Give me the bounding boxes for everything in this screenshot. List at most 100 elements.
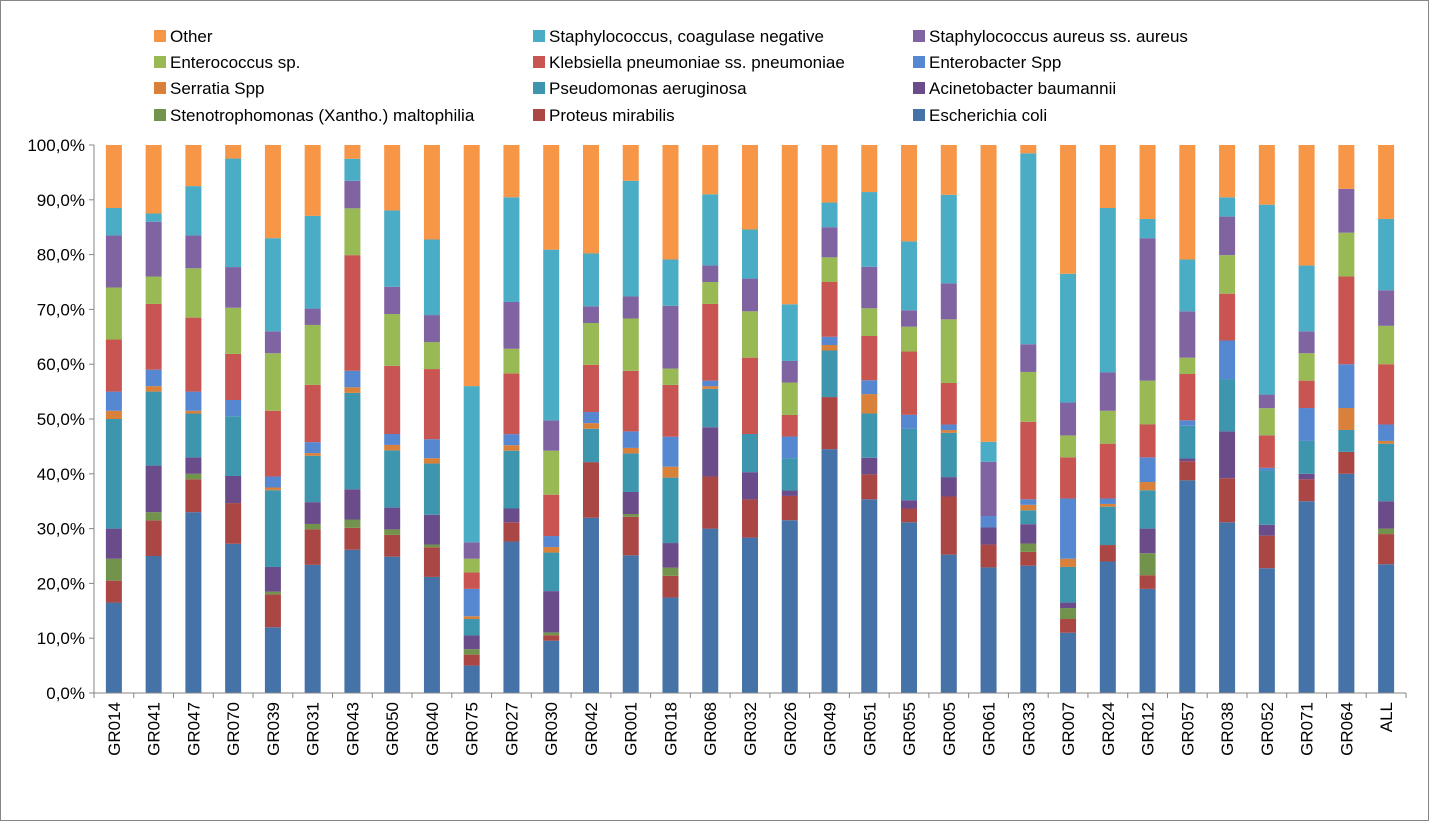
bar-segment-acinetobacter-baumannii bbox=[622, 491, 639, 514]
bar-segment-klebsiella-pneumoniae-ss-pneumoniae bbox=[940, 383, 957, 425]
y-tick-label: 10,0% bbox=[37, 629, 85, 648]
bar-segment-other bbox=[225, 145, 242, 159]
y-tick-label: 50,0% bbox=[37, 410, 85, 429]
bar-segment-enterococcus-sp bbox=[1020, 371, 1037, 422]
bar-segment-stenotrophomonas-xantho-maltophilia bbox=[662, 567, 679, 576]
bar-stack-gr030 bbox=[543, 145, 560, 693]
bar-segment-pseudomonas-aeruginosa bbox=[662, 477, 679, 544]
bar-segment-acinetobacter-baumannii bbox=[1298, 473, 1315, 480]
bar-segment-enterococcus-sp bbox=[344, 208, 361, 256]
bar-segment-proteus-mirabilis bbox=[1298, 479, 1315, 502]
bar-segment-enterococcus-sp bbox=[1338, 232, 1355, 277]
legend-item-escherichia-coli: Escherichia coli bbox=[913, 106, 1047, 125]
bar-segment-other bbox=[264, 145, 281, 239]
x-tick-label-gr071: GR071 bbox=[1298, 702, 1317, 756]
bar-segment-other bbox=[821, 145, 838, 203]
bar-segment-proteus-mirabilis bbox=[662, 575, 679, 598]
bar-segment-enterococcus-sp bbox=[901, 326, 918, 352]
bar-segment-enterococcus-sp bbox=[1378, 325, 1395, 365]
bar-segment-pseudomonas-aeruginosa bbox=[1338, 429, 1355, 452]
bar-stack-gr051 bbox=[861, 145, 878, 693]
bar-segment-other bbox=[781, 145, 798, 305]
y-tick-label: 90,0% bbox=[37, 191, 85, 210]
bar-segment-escherichia-coli bbox=[1258, 568, 1275, 693]
x-tick-label-gr027: GR027 bbox=[502, 702, 521, 756]
bar-segment-pseudomonas-aeruginosa bbox=[1060, 566, 1077, 603]
bar-segment-staphylococcus-coagulase-negative bbox=[344, 158, 361, 181]
bar-segment-acinetobacter-baumannii bbox=[1378, 501, 1395, 529]
x-tick-label-gr033: GR033 bbox=[1019, 702, 1038, 756]
legend-label: Stenotrophomonas (Xantho.) maltophilia bbox=[170, 106, 475, 125]
bar-segment-klebsiella-pneumoniae-ss-pneumoniae bbox=[105, 339, 122, 392]
bar-segment-escherichia-coli bbox=[1378, 564, 1395, 693]
bar-segment-staphylococcus-coagulase-negative bbox=[304, 215, 321, 309]
bar-segment-serratia-spp bbox=[582, 423, 599, 429]
bar-segment-enterobacter-spp bbox=[702, 380, 719, 387]
bar-segment-enterococcus-sp bbox=[304, 324, 321, 385]
bar-segment-other bbox=[622, 145, 639, 181]
bar-segment-pseudomonas-aeruginosa bbox=[225, 416, 242, 476]
legend-swatch bbox=[533, 82, 545, 94]
bar-segment-other bbox=[901, 145, 918, 242]
bar-segment-klebsiella-pneumoniae-ss-pneumoniae bbox=[1338, 276, 1355, 365]
bar-segment-enterobacter-spp bbox=[543, 536, 560, 548]
bar-segment-staphylococcus-aureus-ss-aureus bbox=[1298, 331, 1315, 354]
bar-segment-staphylococcus-aureus-ss-aureus bbox=[1099, 372, 1116, 411]
x-tick-label-gr052: GR052 bbox=[1258, 702, 1277, 756]
bar-segment-staphylococcus-aureus-ss-aureus bbox=[1338, 188, 1355, 233]
bar-segment-escherichia-coli bbox=[1099, 561, 1116, 693]
bar-segment-serratia-spp bbox=[861, 394, 878, 414]
bar-segment-other bbox=[304, 145, 321, 216]
bar-segment-klebsiella-pneumoniae-ss-pneumoniae bbox=[1258, 435, 1275, 468]
bar-segment-staphylococcus-aureus-ss-aureus bbox=[901, 310, 918, 327]
bar-segment-klebsiella-pneumoniae-ss-pneumoniae bbox=[901, 351, 918, 415]
bar-segment-pseudomonas-aeruginosa bbox=[463, 619, 480, 636]
x-tick-label-gr055: GR055 bbox=[900, 702, 919, 756]
bar-segment-staphylococcus-aureus-ss-aureus bbox=[304, 308, 321, 325]
bar-segment-proteus-mirabilis bbox=[225, 503, 242, 544]
legend-swatch bbox=[913, 56, 925, 68]
bar-segment-staphylococcus-coagulase-negative bbox=[1298, 265, 1315, 332]
bar-segment-other bbox=[1139, 145, 1156, 219]
legend: Other Staphylococcus, coagulase negative S… bbox=[154, 27, 1188, 125]
legend-label: Escherichia coli bbox=[929, 106, 1047, 125]
bar-segment-enterobacter-spp bbox=[940, 424, 957, 431]
bar-segment-escherichia-coli bbox=[185, 512, 202, 693]
bar-segment-staphylococcus-coagulase-negative bbox=[901, 241, 918, 311]
bar-segment-staphylococcus-aureus-ss-aureus bbox=[344, 180, 361, 209]
bar-segment-stenotrophomonas-xantho-maltophilia bbox=[1020, 543, 1037, 552]
bar-segment-enterobacter-spp bbox=[463, 588, 480, 617]
bar-segment-klebsiella-pneumoniae-ss-pneumoniae bbox=[1099, 443, 1116, 499]
bar-segment-klebsiella-pneumoniae-ss-pneumoniae bbox=[463, 572, 480, 589]
bar-segment-klebsiella-pneumoniae-ss-pneumoniae bbox=[1139, 424, 1156, 458]
bar-segment-staphylococcus-coagulase-negative bbox=[1020, 153, 1037, 345]
bar-segment-staphylococcus-aureus-ss-aureus bbox=[742, 278, 758, 312]
bar-segment-enterobacter-spp bbox=[423, 439, 440, 459]
bar-segment-staphylococcus-coagulase-negative bbox=[861, 192, 878, 267]
bar-segment-other bbox=[1298, 145, 1315, 266]
bar-stack-gr039 bbox=[264, 145, 281, 693]
bar-segment-proteus-mirabilis bbox=[742, 499, 758, 538]
bar-segment-enterococcus-sp bbox=[225, 307, 242, 354]
bar-segment-staphylococcus-aureus-ss-aureus bbox=[702, 265, 719, 282]
bar-segment-acinetobacter-baumannii bbox=[225, 475, 242, 504]
bar-segment-enterobacter-spp bbox=[1378, 424, 1395, 441]
bar-segment-acinetobacter-baumannii bbox=[384, 507, 401, 530]
bar-segment-klebsiella-pneumoniae-ss-pneumoniae bbox=[1219, 293, 1236, 341]
bar-stack-gr068 bbox=[702, 145, 719, 693]
bar-segment-staphylococcus-coagulase-negative bbox=[1099, 208, 1116, 373]
bar-segment-enterobacter-spp bbox=[622, 431, 639, 448]
bar-stack-gr032 bbox=[742, 145, 758, 693]
bar-stack-gr014 bbox=[105, 145, 122, 693]
bar-segment-other bbox=[503, 145, 520, 198]
bar-stack-gr027 bbox=[503, 145, 520, 693]
bar-segment-staphylococcus-coagulase-negative bbox=[463, 386, 480, 543]
x-tick-label-gr026: GR026 bbox=[781, 702, 800, 756]
bar-segment-other bbox=[423, 145, 440, 240]
legend-label: Staphylococcus, coagulase negative bbox=[549, 27, 824, 46]
bar-segment-klebsiella-pneumoniae-ss-pneumoniae bbox=[1179, 374, 1196, 421]
legend-item-klebsiella-pneumoniae-ss-pneumoniae: Klebsiella pneumoniae ss. pneumoniae bbox=[533, 53, 845, 72]
x-tick-label-gr047: GR047 bbox=[184, 702, 203, 756]
